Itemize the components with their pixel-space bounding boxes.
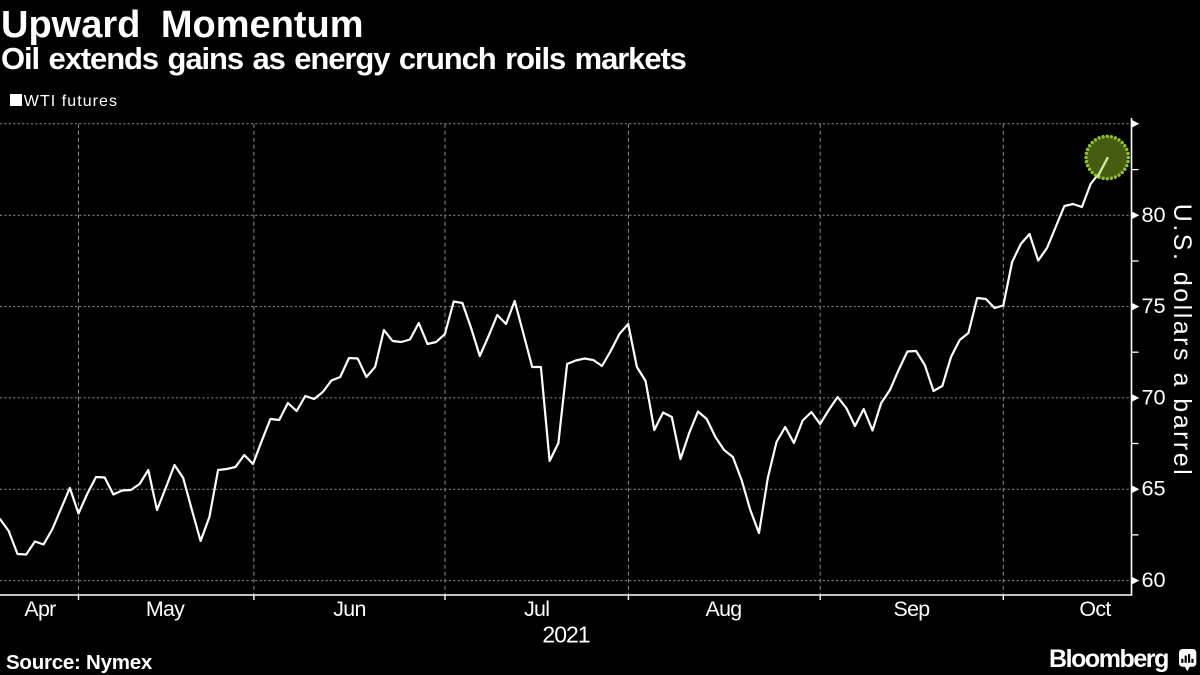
svg-text:Apr: Apr — [24, 597, 56, 621]
svg-text:Jun: Jun — [333, 597, 365, 621]
svg-text:60: 60 — [1142, 567, 1166, 592]
svg-text:65: 65 — [1142, 476, 1166, 501]
svg-text:U.S. dollars a barrel: U.S. dollars a barrel — [1168, 204, 1196, 477]
svg-text:80: 80 — [1142, 202, 1166, 227]
svg-text:2021: 2021 — [542, 622, 589, 648]
svg-text:75: 75 — [1142, 293, 1166, 318]
svg-text:70: 70 — [1142, 384, 1166, 409]
svg-text:Jul: Jul — [524, 597, 549, 621]
svg-text:Sep: Sep — [894, 597, 930, 621]
svg-text:May: May — [146, 597, 185, 621]
svg-text:Aug: Aug — [706, 597, 742, 621]
svg-text:Oct: Oct — [1079, 597, 1111, 621]
